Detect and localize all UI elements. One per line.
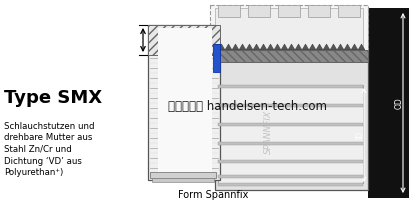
Text: OD: OD: [393, 97, 402, 109]
Bar: [214, 50, 367, 190]
Bar: [209, 5, 367, 55]
Polygon shape: [231, 44, 238, 50]
Text: Dichtung ‘VD’ aus: Dichtung ‘VD’ aus: [4, 157, 82, 166]
Text: Type SMX: Type SMX: [4, 89, 102, 107]
Polygon shape: [315, 44, 322, 50]
Polygon shape: [287, 44, 294, 50]
Bar: [150, 172, 216, 178]
Polygon shape: [329, 44, 336, 50]
Polygon shape: [266, 44, 273, 50]
Polygon shape: [301, 44, 308, 50]
Text: Schlauchstutzen und: Schlauchstutzen und: [4, 122, 94, 131]
Bar: [152, 178, 213, 182]
Text: drehbare Mutter aus: drehbare Mutter aus: [4, 134, 92, 143]
Polygon shape: [308, 44, 315, 50]
Bar: [157, 28, 211, 177]
Bar: [218, 104, 362, 107]
Polygon shape: [273, 44, 280, 50]
Polygon shape: [252, 44, 259, 50]
Bar: [218, 175, 362, 178]
Polygon shape: [238, 44, 245, 50]
Bar: [307, 5, 329, 17]
Text: SPANNFIX: SPANNFIX: [263, 110, 272, 154]
Text: Polyurethan⁺): Polyurethan⁺): [4, 168, 63, 177]
Bar: [214, 50, 367, 62]
Bar: [214, 8, 362, 50]
Bar: [218, 123, 362, 126]
Polygon shape: [343, 44, 350, 50]
Bar: [214, 50, 367, 62]
Bar: [367, 8, 409, 198]
Polygon shape: [259, 44, 266, 50]
Bar: [218, 183, 362, 186]
Polygon shape: [357, 44, 364, 50]
Polygon shape: [336, 44, 343, 50]
Text: 北京汉达森 handelsen-tech.com: 北京汉达森 handelsen-tech.com: [168, 101, 326, 113]
Text: ID: ID: [355, 131, 364, 139]
Polygon shape: [280, 44, 287, 50]
Bar: [218, 85, 362, 183]
Bar: [218, 85, 362, 88]
Bar: [337, 5, 359, 17]
Polygon shape: [322, 44, 329, 50]
Bar: [247, 5, 270, 17]
Bar: [148, 25, 220, 55]
Bar: [213, 44, 220, 72]
Bar: [148, 25, 220, 180]
Polygon shape: [350, 44, 357, 50]
Polygon shape: [225, 44, 231, 50]
Text: Stahl Zn/Cr und: Stahl Zn/Cr und: [4, 145, 72, 154]
Polygon shape: [245, 44, 252, 50]
Bar: [218, 5, 239, 17]
Polygon shape: [294, 44, 301, 50]
Polygon shape: [218, 44, 225, 50]
Bar: [218, 160, 362, 163]
Bar: [277, 5, 299, 17]
Bar: [218, 142, 362, 145]
Text: Form Spannfix: Form Spannfix: [178, 190, 248, 200]
Bar: [214, 44, 220, 56]
